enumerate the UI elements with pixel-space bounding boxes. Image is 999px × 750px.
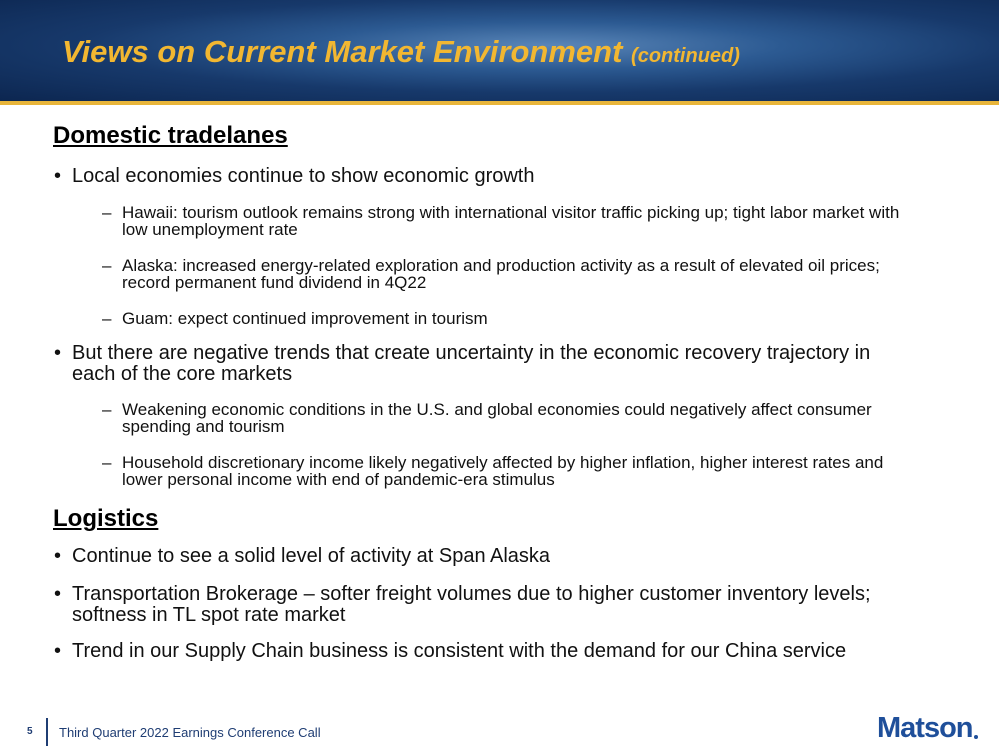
sub-bullet: Household discretionary income likely ne… — [102, 454, 907, 488]
sub-bullet: Weakening economic conditions in the U.S… — [102, 401, 907, 435]
footer-divider — [46, 718, 48, 746]
page-number: 5 — [27, 726, 33, 737]
sub-bullet: Hawaii: tourism outlook remains strong w… — [102, 204, 907, 238]
logo-dot — [974, 735, 978, 739]
section-heading: Logistics — [53, 505, 159, 532]
header-band — [0, 0, 999, 101]
logo: Matson — [877, 712, 973, 744]
section-heading: Domestic tradelanes — [53, 122, 288, 149]
title-main: Views on Current Market Environment — [62, 34, 623, 69]
bullet: Continue to see a solid level of activit… — [54, 546, 902, 568]
footer-text: Third Quarter 2022 Earnings Conference C… — [59, 725, 321, 740]
bullet: Trend in our Supply Chain business is co… — [54, 641, 972, 663]
bullet: Transportation Brokerage – softer freigh… — [54, 584, 902, 626]
bullet: Local economies continue to show economi… — [54, 166, 902, 188]
sub-bullet: Alaska: increased energy-related explora… — [102, 257, 927, 291]
title-suffix: (continued) — [631, 45, 740, 67]
bullet: But there are negative trends that creat… — [54, 343, 872, 385]
header-rule — [0, 101, 999, 105]
sub-bullet: Guam: expect continued improvement in to… — [102, 310, 907, 327]
slide-title: Views on Current Market Environment (con… — [62, 34, 740, 70]
